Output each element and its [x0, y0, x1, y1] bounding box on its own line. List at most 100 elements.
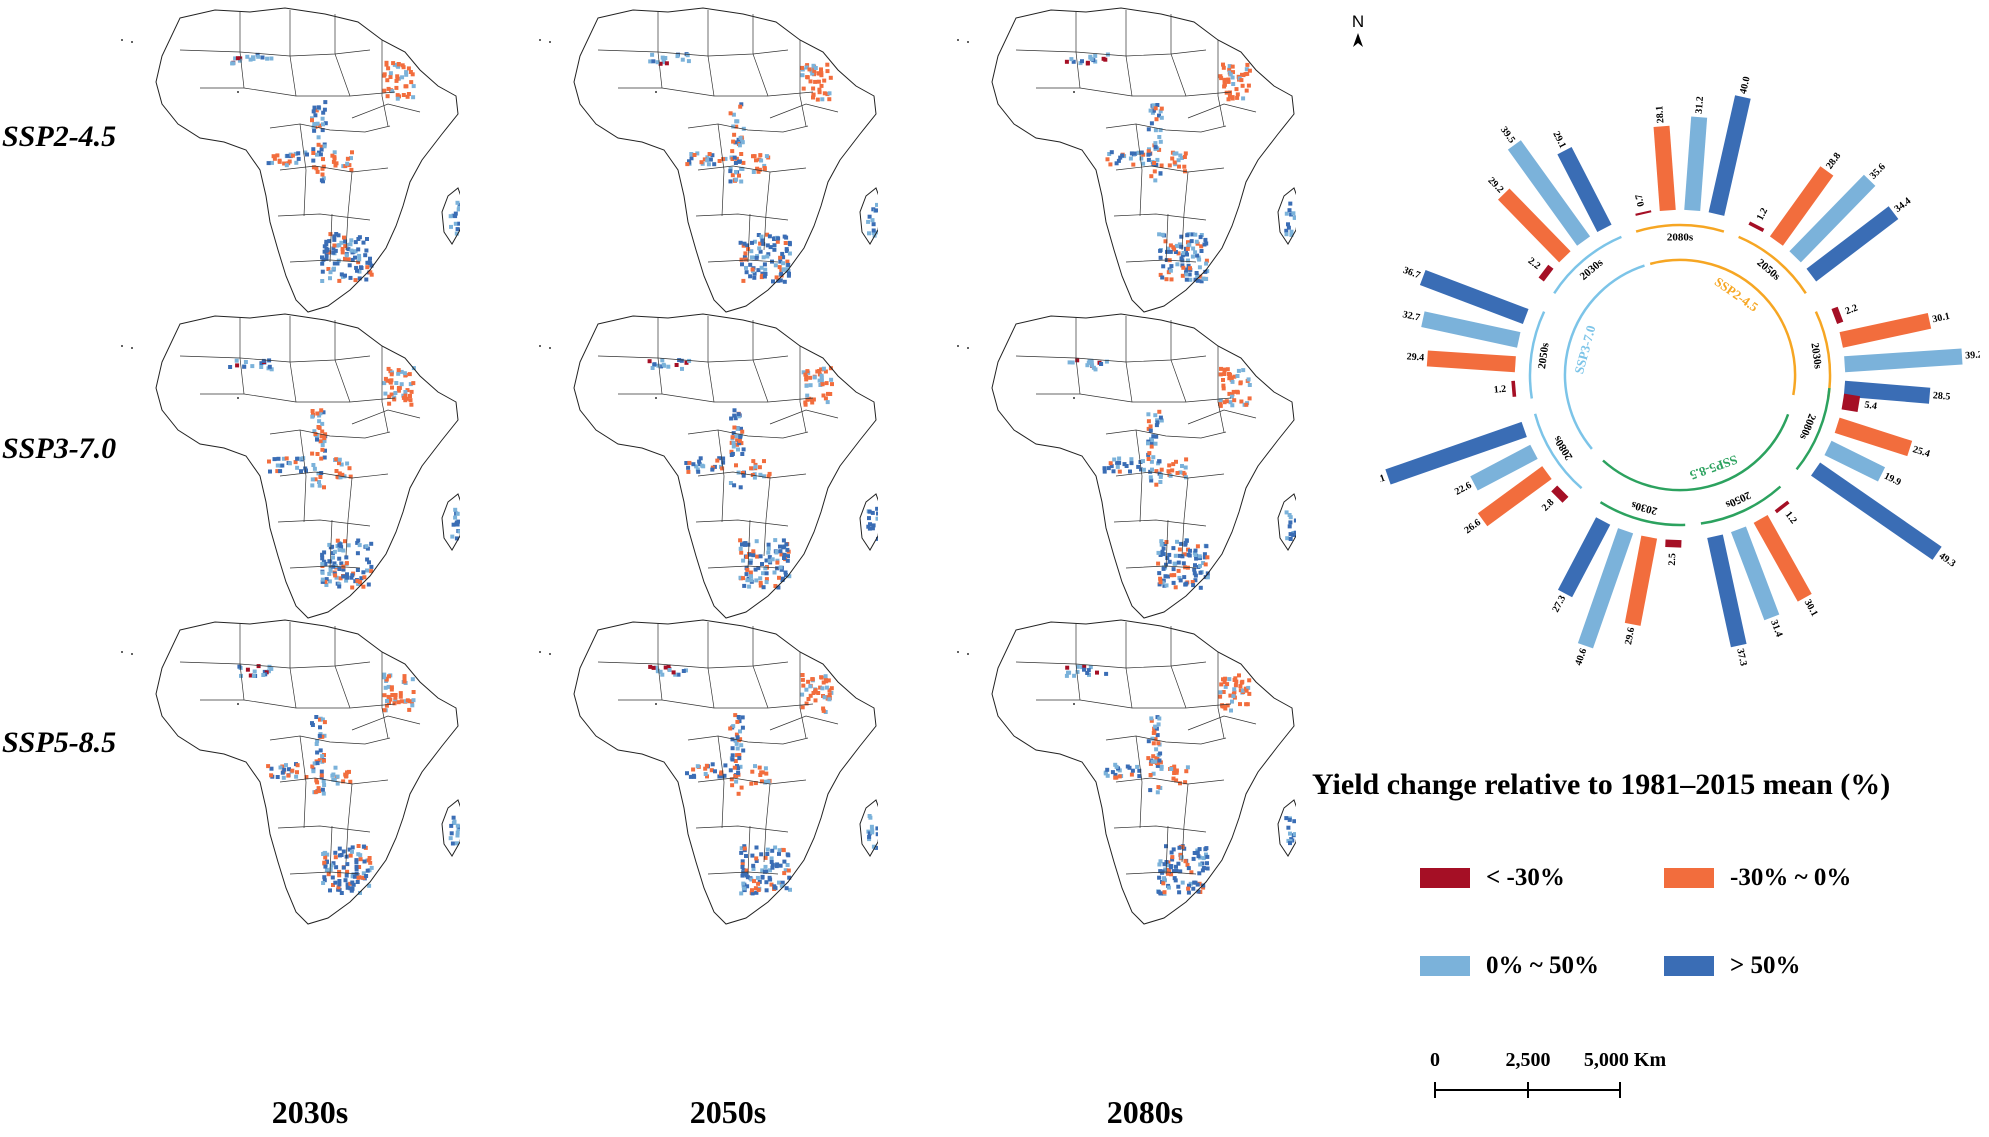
grid-cell [1197, 257, 1202, 262]
country-border [597, 49, 789, 57]
grid-cell [811, 86, 816, 91]
grid-cell [295, 465, 300, 470]
grid-cell [1183, 151, 1188, 156]
grid-cell [457, 529, 460, 534]
country-border [618, 699, 814, 709]
grid-cell [780, 251, 785, 256]
grid-cell [728, 481, 733, 485]
grid-cell [1159, 467, 1164, 472]
grid-cell [1181, 265, 1186, 270]
grid-cell [730, 737, 735, 742]
grid-cell [735, 764, 739, 769]
country-border [299, 429, 307, 523]
grid-cell [316, 425, 321, 429]
grid-cell [390, 385, 394, 390]
grid-cell [354, 265, 359, 270]
country-border [763, 477, 771, 557]
grid-cell [311, 158, 316, 163]
grid-cell [383, 376, 388, 381]
grid-cell [1067, 360, 1072, 365]
grid-cell [739, 441, 744, 446]
grid-cell [1235, 390, 1240, 395]
grid-cell [343, 539, 347, 544]
grid-cell [228, 365, 233, 369]
grid-cell [786, 868, 791, 873]
grid-cell [403, 390, 408, 394]
grid-cell [810, 400, 815, 405]
radial-bar [1421, 311, 1521, 348]
africa-map [121, 7, 460, 313]
grid-cell [1159, 163, 1164, 168]
country-border [1036, 699, 1232, 709]
grid-cell [772, 570, 777, 575]
grid-cell [1156, 550, 1161, 555]
grid-cell [740, 873, 745, 878]
grid-cell [1202, 552, 1207, 557]
grid-cell [1129, 151, 1134, 156]
grid-cell [804, 383, 809, 388]
grid-cell [1102, 469, 1107, 474]
grid-cell [1289, 229, 1294, 234]
grid-cell [341, 849, 346, 854]
grid-cell [810, 71, 815, 76]
grid-cell [786, 262, 791, 267]
grid-cell [1104, 359, 1109, 364]
grid-cell [357, 257, 362, 262]
grid-cell [324, 253, 329, 258]
grid-cell [744, 854, 748, 858]
grid-cell [336, 475, 341, 480]
grid-cell [667, 668, 672, 672]
grid-cell [385, 94, 390, 99]
map-ssp370-2050s [539, 313, 878, 619]
grid-cell [296, 151, 301, 156]
grid-cell [708, 157, 713, 162]
grid-cell [764, 571, 769, 576]
bar-value-label: 2.2 [1526, 256, 1543, 272]
grid-cell [1103, 770, 1108, 775]
grid-cell [777, 848, 782, 853]
grid-cell [361, 584, 366, 589]
legend-label: > 50% [1730, 952, 1801, 979]
bar-value-label: 29.2 [1486, 175, 1506, 195]
grid-cell [768, 868, 772, 873]
island [655, 703, 657, 705]
grid-cell [331, 246, 336, 251]
grid-cell [1152, 161, 1157, 165]
grid-cell [314, 715, 319, 719]
grid-cell [1167, 559, 1172, 564]
grid-cell [1159, 542, 1164, 547]
grid-cell [315, 452, 320, 456]
grid-cell [815, 97, 820, 102]
grid-cell [1178, 853, 1183, 857]
grid-cell [310, 764, 315, 769]
grid-cell [1284, 232, 1289, 237]
grid-cell [1292, 215, 1296, 220]
grid-cell [235, 363, 240, 368]
grid-cell [1085, 61, 1090, 66]
grid-cell [1159, 418, 1164, 423]
grid-cell [332, 156, 337, 161]
grid-cell [453, 221, 458, 226]
grid-cell [315, 411, 320, 416]
grid-cell [369, 569, 374, 574]
grid-cell [674, 363, 679, 367]
grid-cell [353, 278, 358, 283]
grid-cell [738, 435, 743, 440]
grid-cell [320, 754, 325, 759]
grid-cell [744, 555, 749, 559]
grid-cell [740, 715, 745, 720]
grid-cell [758, 554, 763, 559]
grid-cell [396, 388, 401, 393]
bar-rect [1385, 421, 1527, 485]
grid-cell [821, 366, 826, 371]
grid-cell [749, 877, 754, 882]
grid-cell [322, 144, 327, 149]
grid-cell [729, 416, 734, 421]
grid-cell [357, 276, 362, 281]
country-border [697, 165, 807, 173]
grid-cell [393, 695, 398, 700]
grid-cell [453, 515, 458, 520]
grid-cell [1160, 275, 1165, 280]
country-border [1015, 661, 1207, 669]
grid-cell [1146, 739, 1151, 744]
